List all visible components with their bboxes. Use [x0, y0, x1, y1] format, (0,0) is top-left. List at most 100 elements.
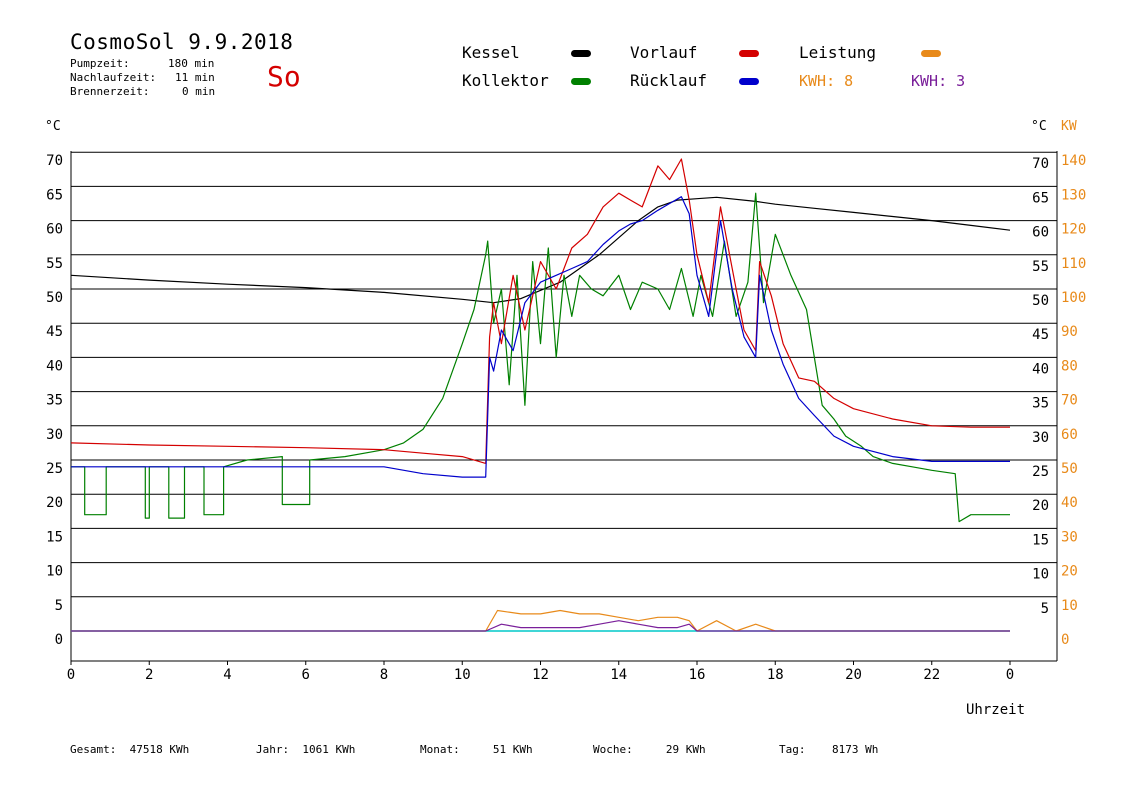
x-tick-label: 8 [380, 667, 388, 683]
footer-monat: Monat: 51 KWh [420, 743, 533, 756]
kwh2-label: KWH: [911, 72, 948, 90]
legend-leistung-label: Leistung [799, 43, 877, 62]
y-tick-right-kw: 140 [1061, 153, 1086, 169]
y-tick-right-kw: 40 [1061, 495, 1078, 511]
y-tick-left: 25 [46, 461, 63, 477]
kwh1-value: 8 [844, 72, 854, 90]
y-tick-left: 50 [46, 290, 63, 306]
y-axis-right-unit: °C [1031, 119, 1047, 134]
legend-vorlauf-swatch [739, 50, 759, 57]
legend-kollektor-swatch [571, 78, 591, 85]
y-tick-left: 30 [46, 427, 63, 443]
y-tick-right-kw: 30 [1061, 529, 1078, 545]
chart-title: CosmoSol 9.9.2018 [70, 30, 294, 54]
y-tick-left: 40 [46, 358, 63, 374]
y-tick-right-kw: 10 [1061, 598, 1078, 614]
y-tick-right-kw: 50 [1061, 461, 1078, 477]
x-tick-label: 22 [923, 667, 940, 683]
y-axis-left-unit: °C [45, 119, 61, 134]
y-tick-right-kw: 110 [1061, 256, 1086, 272]
y-tick-right-temp: 5 [1041, 601, 1049, 617]
y-tick-right-temp: 40 [1032, 361, 1049, 377]
y-tick-left: 65 [46, 187, 63, 203]
legend-ruecklauf-swatch [739, 78, 759, 85]
y-tick-right-temp: 65 [1032, 190, 1049, 206]
kwh1-label: KWH: [799, 72, 836, 90]
x-tick-label: 2 [145, 667, 153, 683]
y-tick-left: 5 [55, 598, 63, 614]
x-axis-title: Uhrzeit [966, 702, 1025, 718]
series-line-vorlauf [70, 158, 1010, 464]
y-tick-right-kw: 20 [1061, 564, 1078, 580]
y-tick-right-temp: 60 [1032, 225, 1049, 241]
legend-vorlauf-label: Vorlauf [630, 43, 698, 62]
stat-value-pumpzeit: 180 min [168, 57, 215, 70]
y-tick-right-kw: 90 [1061, 324, 1078, 340]
x-tick-label: 0 [67, 667, 75, 683]
y-tick-right-kw: 70 [1061, 393, 1078, 409]
y-tick-left: 70 [46, 153, 63, 169]
legend-kwh-leistung: KWH: 8 [799, 72, 853, 90]
series-line-kwh [71, 620, 1010, 632]
y-tick-right-kw: 100 [1061, 290, 1086, 306]
stat-label-pumpzeit: Pumpzeit: [70, 57, 130, 70]
footer-woche: Woche: 29 KWh [593, 743, 706, 756]
x-tick-label: 16 [689, 667, 706, 683]
legend-kwh-secondary: KWH: 3 [911, 72, 965, 90]
y-tick-left: 60 [46, 222, 63, 238]
footer-jahr-label: Jahr: [256, 743, 290, 756]
legend-ruecklauf-label: Rücklauf [630, 71, 708, 90]
series-line-kessel [70, 196, 1011, 304]
stat-label-brennerzeit: Brennerzeit: [70, 85, 150, 98]
y-tick-right-temp: 30 [1032, 430, 1049, 446]
x-tick-label: 4 [223, 667, 231, 683]
weekday-label: So [267, 60, 301, 93]
stat-value-nachlaufzeit: 11 min [175, 71, 215, 84]
footer-monat-value: 51 KWh [492, 743, 533, 756]
y-tick-right-kw: 60 [1061, 427, 1078, 443]
footer-monat-label: Monat: [420, 743, 460, 756]
y-tick-right-kw: 0 [1061, 632, 1069, 648]
x-tick-label: 6 [302, 667, 310, 683]
y-tick-right-temp: 15 [1032, 532, 1049, 548]
y-tick-right-kw: 80 [1061, 358, 1078, 374]
x-tick-label: 18 [767, 667, 784, 683]
footer-tag-value: 8173 Wh [832, 743, 879, 756]
y-tick-right-kw: 130 [1061, 187, 1086, 203]
stat-label-nachlaufzeit: Nachlaufzeit: [70, 71, 157, 84]
legend-kessel-label: Kessel [462, 43, 520, 62]
y-tick-right-kw: 120 [1061, 222, 1086, 238]
footer-gesamt: Gesamt: 47518 KWh [70, 743, 189, 756]
y-tick-right-temp: 20 [1032, 498, 1049, 514]
y-tick-left: 20 [46, 495, 63, 511]
x-tick-label: 14 [610, 667, 627, 683]
legend-kessel-swatch [571, 50, 591, 57]
stat-value-brennerzeit: 0 min [182, 85, 216, 98]
x-tick-label: 10 [454, 667, 471, 683]
y-tick-right-temp: 10 [1032, 567, 1049, 583]
x-tick-label: 20 [845, 667, 862, 683]
footer-woche-label: Woche: [593, 743, 633, 756]
y-tick-left: 10 [46, 564, 63, 580]
y-tick-right-temp: 55 [1032, 259, 1049, 275]
footer-tag: Tag: 8173 Wh [779, 743, 878, 756]
y-tick-right-temp: 45 [1032, 327, 1049, 343]
footer-jahr: Jahr: 1061 KWh [256, 743, 355, 756]
legend-leistung-swatch [921, 50, 941, 57]
y-tick-right-temp: 35 [1032, 396, 1049, 412]
y-tick-right-temp: 50 [1032, 293, 1049, 309]
footer-tag-label: Tag: [779, 743, 806, 756]
kwh2-value: 3 [956, 72, 966, 90]
y-tick-left: 45 [46, 324, 63, 340]
footer-gesamt-label: Gesamt: [70, 743, 117, 756]
footer-woche-value: 29 KWh [665, 743, 706, 756]
series-line-r-cklauf [71, 196, 1010, 478]
y-tick-left: 55 [46, 256, 63, 272]
y-tick-left: 35 [46, 393, 63, 409]
footer-jahr-value: 1061 KWh [302, 743, 356, 756]
footer-gesamt-value: 47518 KWh [129, 743, 190, 756]
legend-kollektor-label: Kollektor [462, 71, 549, 90]
y-axis-right-power-unit: KW [1061, 119, 1077, 134]
x-tick-label: 0 [1006, 667, 1014, 683]
